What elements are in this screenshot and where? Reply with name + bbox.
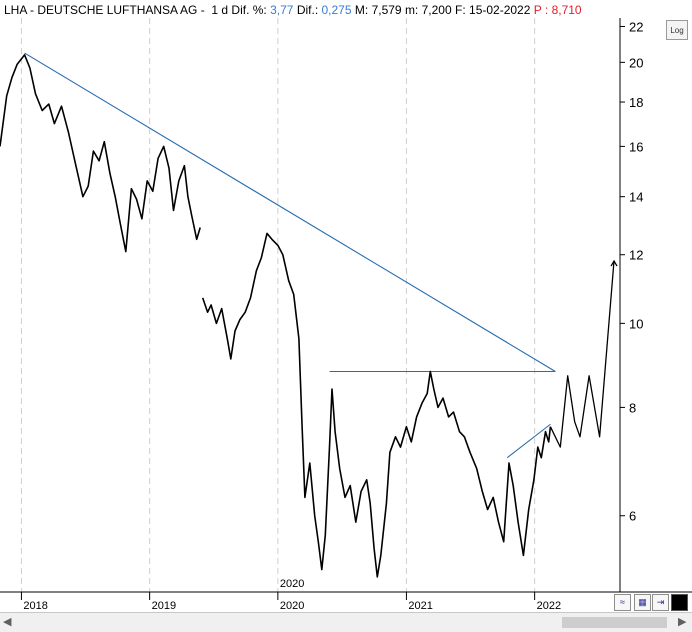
dif-label: Dif.:	[296, 3, 319, 17]
max-label: M:	[354, 3, 369, 17]
x-tick-label: 2020	[280, 600, 304, 612]
chart-header: LHA - DEUTSCHE LUFTHANSA AG - 1 d Dif. %…	[4, 3, 582, 17]
grid	[20, 18, 536, 592]
min-label: m:	[404, 3, 419, 17]
projection-series	[549, 260, 615, 448]
horizontal-scrollbar[interactable]: ◀ ▶	[0, 612, 692, 632]
min-value: 7,200	[421, 3, 452, 17]
y-tick-label: 12	[629, 248, 643, 263]
y-tick-label: 6	[629, 509, 636, 524]
period: 1 d	[211, 3, 229, 17]
right-arrow-icon[interactable]: ▶	[678, 616, 687, 628]
color-swatch-icon[interactable]	[671, 594, 688, 611]
scroll-thumb[interactable]	[562, 617, 667, 628]
price-series	[0, 54, 201, 253]
y-tick-label: 22	[629, 19, 643, 34]
y-tick-label: 14	[629, 190, 643, 205]
y-tick-label: 16	[629, 139, 643, 154]
x-tick-label: 2021	[408, 600, 432, 612]
x-tick-label: 2019	[152, 600, 176, 612]
y-tick-label: 8	[629, 400, 636, 415]
y-tick-label: 10	[629, 316, 643, 331]
price-label: P :	[533, 3, 549, 17]
x-tick-label: 2018	[23, 600, 47, 612]
left-arrow-icon[interactable]: ◀	[3, 616, 12, 628]
y-tick-label: 20	[629, 55, 643, 70]
ticker: LHA	[4, 3, 27, 17]
trendline	[506, 423, 551, 459]
dif-pct-label: Dif. %:	[231, 3, 267, 17]
date-label: F:	[455, 3, 466, 17]
date-value: 15-02-2022	[469, 3, 531, 17]
projection-arrowhead	[610, 259, 618, 267]
max-value: 7,579	[371, 3, 402, 17]
x-tick-label: 2022	[537, 600, 561, 612]
dif-pct-value: 3,77	[270, 3, 294, 17]
wave-icon[interactable]: ≈	[614, 594, 631, 611]
price-series	[201, 232, 552, 578]
price-value: 8,710	[551, 3, 582, 17]
trendlines	[24, 52, 556, 459]
company-name: DEUTSCHE LUFTHANSA AG	[37, 3, 198, 17]
y-tick-label: 18	[629, 95, 643, 110]
save-icon[interactable]: ▦	[634, 594, 651, 611]
cursor-date-label: 2020	[280, 578, 304, 590]
dif-value: 0,275	[321, 3, 352, 17]
export-icon[interactable]: ⇥	[652, 594, 669, 611]
price-lines	[0, 54, 618, 578]
trendline	[24, 52, 556, 372]
log-scale-button[interactable]: Log	[666, 20, 688, 40]
